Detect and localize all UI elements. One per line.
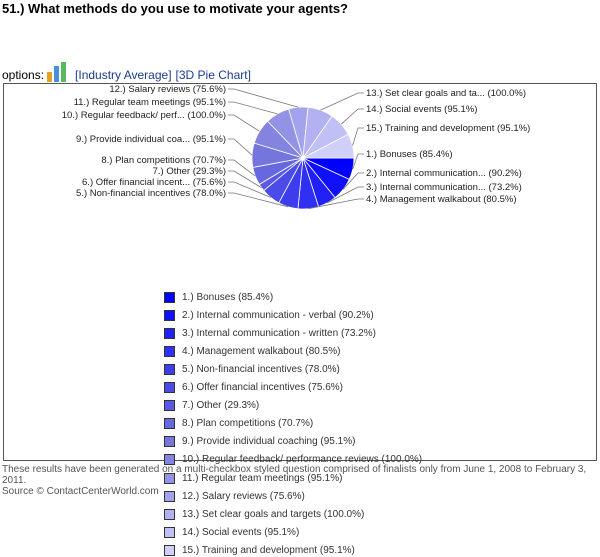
pie-leader-line-15 <box>352 127 364 146</box>
legend-item-5: 5.) Non-financial incentives (78.0%) <box>164 362 340 376</box>
pie-label-5: 5.) Non-financial incentives (78.0%) <box>76 188 226 199</box>
pie-label-4: 4.) Management walkabout (80.5%) <box>366 194 517 205</box>
legend-label: 7.) Other (29.3%) <box>182 400 260 412</box>
pie-leader-line-4 <box>308 198 364 210</box>
footer: These results have been generated on a m… <box>2 464 598 497</box>
pie-label-8: 8.) Plan competitions (70.7%) <box>101 155 226 166</box>
legend-swatch <box>164 418 175 430</box>
legend-swatch <box>164 363 175 375</box>
pie-label-13: 13.) Set clear goals and ta... (100.0%) <box>366 88 526 99</box>
chart-panel: 1.) Bonuses (85.4%) 2.) Internal communic… <box>3 83 597 556</box>
legend-swatch <box>164 544 175 556</box>
legend-swatch <box>164 436 175 448</box>
pie-label-3: 3.) Internal communication... (73.2%) <box>366 182 522 193</box>
legend-label: 2.) Internal communication - verbal (90.… <box>182 309 374 321</box>
legend-item-10: 10.) Regular feedback/ performance revie… <box>164 453 422 467</box>
legend-label: 1.) Bonuses (85.4%) <box>182 291 274 303</box>
legend-item-12: 12.) Salary reviews (75.6%) <box>164 489 305 503</box>
legend-label: 6.) Offer financial incentives (75.6%) <box>182 382 344 393</box>
options-label: options: <box>2 68 45 82</box>
legend-label: 13.) Set clear goals and targets (100.0%… <box>182 508 365 520</box>
legend-item-9: 9.) Provide individual coaching (95.1%) <box>164 435 355 449</box>
pie-chart: 1.) Bonuses (85.4%) 2.) Internal communic… <box>62 84 530 210</box>
legend-swatch <box>164 400 175 412</box>
legend-label: 4.) Management walkabout (80.5%) <box>182 345 341 357</box>
pie-leader-line-5 <box>228 192 289 208</box>
pie-leader-line-1 <box>352 153 364 170</box>
legend-item-4: 4.) Management walkabout (80.5%) <box>164 344 340 358</box>
pie-leader-line-3 <box>327 186 364 204</box>
pie-label-9: 9.) Provide individual coa... (95.1%) <box>76 134 226 145</box>
legend-swatch <box>164 472 175 484</box>
legend-item-8: 8.) Plan competitions (70.7%) <box>164 417 313 431</box>
3d-pie-chart-link[interactable]: [3D Pie Chart] <box>175 68 251 82</box>
pie-leader-line-10 <box>228 114 260 132</box>
legend-swatch <box>164 526 175 538</box>
bar-chart-icon[interactable] <box>46 62 68 82</box>
legend-item-1: 1.) Bonuses (85.4%) <box>164 290 273 304</box>
legend-label: 9.) Provide individual coaching (95.1%) <box>182 436 356 448</box>
legend-swatch <box>164 382 175 393</box>
legend-swatch <box>164 291 175 303</box>
legend-item-6: 6.) Offer financial incentives (75.6%) <box>164 381 343 395</box>
pie-leader-line-11 <box>228 101 278 115</box>
legend-item-13: 13.) Set clear goals and targets (100.0%… <box>164 507 364 521</box>
pie-slice-15[interactable] <box>302 133 355 159</box>
legend-label: 5.) Non-financial incentives (78.0%) <box>182 363 340 375</box>
question-title: 51.) What methods do you use to motivate… <box>2 1 348 16</box>
pie-label-10: 10.) Regular feedback/ perf... (100.0%) <box>62 110 226 121</box>
legend-label: 12.) Salary reviews (75.6%) <box>182 490 305 502</box>
legend-item-7: 7.) Other (29.3%) <box>164 399 259 413</box>
legend-swatch <box>164 345 175 357</box>
pie-label-14: 14.) Social events (95.1%) <box>366 104 477 115</box>
legend-swatch <box>164 454 175 466</box>
footer-source: Source © ContactCenterWorld.com <box>2 486 159 497</box>
pie-label-7: 7.) Other (29.3%) <box>153 166 226 177</box>
legend-label: 8.) Plan competitions (70.7%) <box>182 418 314 430</box>
pie-label-11: 11.) Regular team meetings (95.1%) <box>74 97 226 108</box>
legend-label: 10.) Regular feedback/ performance revie… <box>182 454 423 466</box>
pie-label-1: 1.) Bonuses (85.4%) <box>366 149 453 160</box>
pie-leader-line-2 <box>342 172 364 190</box>
legend-item-3: 3.) Internal communication - written (73… <box>164 326 376 340</box>
industry-average-link[interactable]: [Industry Average] <box>75 68 172 82</box>
legend-label: 14.) Social events (95.1%) <box>182 526 300 538</box>
legend-swatch <box>164 327 175 339</box>
options-row: options: [Industry Average] [3D Pie Char… <box>2 62 251 82</box>
pie-label-6: 6.) Offer financial incent... (75.6%) <box>82 177 226 188</box>
pie-label-15: 15.) Training and development (95.1%) <box>366 123 530 134</box>
footer-note: These results have been generated on a m… <box>2 464 587 486</box>
pie-leader-line-14 <box>340 108 364 125</box>
pie-label-2: 2.) Internal communication... (90.2%) <box>366 168 522 179</box>
pie-leader-line-9 <box>228 138 253 156</box>
pie-leader-line-6 <box>228 181 271 198</box>
legend-label: 3.) Internal communication - written (73… <box>182 327 376 339</box>
legend-item-14: 14.) Social events (95.1%) <box>164 525 299 539</box>
legend-item-11: 11.) Regular team meetings (95.1%) <box>164 471 342 485</box>
pie-leader-line-12 <box>228 88 299 108</box>
pie-label-12: 12.) Salary reviews (75.6%) <box>109 84 226 95</box>
legend-item-15: 15.) Training and development (95.1%) <box>164 543 355 557</box>
legend-swatch <box>164 508 175 520</box>
pie-leader-line-8 <box>228 159 256 177</box>
legend-swatch <box>164 309 175 321</box>
legend-label: 15.) Training and development (95.1%) <box>182 544 355 556</box>
pie-leader-line-7 <box>228 170 262 188</box>
pie-leader-line-13 <box>320 92 364 111</box>
legend-swatch <box>164 490 175 502</box>
legend-label: 11.) Regular team meetings (95.1%) <box>182 472 343 484</box>
legend-item-2: 2.) Internal communication - verbal (90.… <box>164 308 374 322</box>
